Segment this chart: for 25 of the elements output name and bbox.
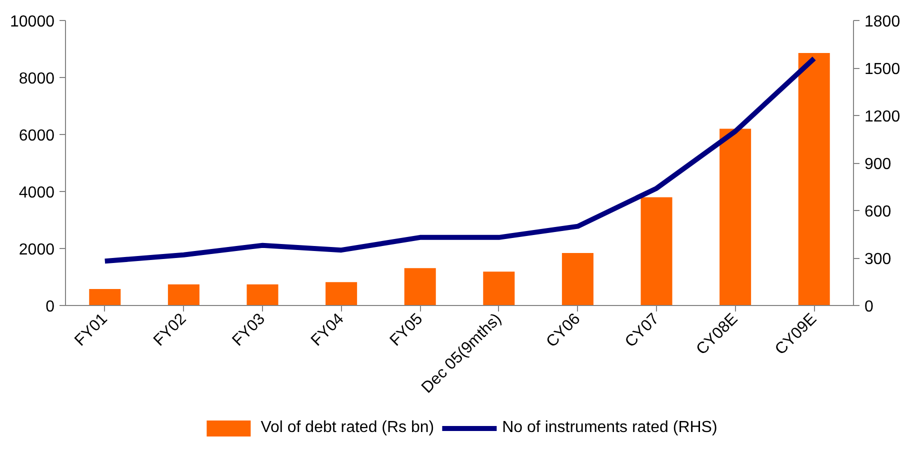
bar	[562, 253, 594, 306]
y2-tick-label: 1500	[864, 61, 900, 78]
y2-tick-label: 600	[864, 204, 892, 220]
y-tick-label: 10000	[10, 14, 55, 30]
y-tick-label: 6000	[18, 128, 55, 144]
y-tick-label: 4000	[18, 184, 55, 202]
bar	[798, 52, 830, 306]
bar	[720, 128, 752, 306]
bar	[404, 268, 436, 306]
y2-tick-label: 300	[864, 251, 892, 268]
y2-tick-label: 900	[864, 156, 892, 173]
bar	[640, 197, 672, 306]
y-tick-label: 2000	[18, 242, 55, 258]
bar	[246, 284, 278, 306]
y2-tick-label: 0	[864, 298, 874, 316]
y2-tick-label: 1800	[864, 14, 900, 30]
y-tick-label: 8000	[18, 70, 55, 88]
y2-tick-label: 1200	[864, 108, 900, 126]
legend-label: Vol of debt rated (Rs bn)	[260, 418, 434, 436]
legend-label: No of instruments rated (RHS)	[502, 418, 718, 436]
y-tick-label: 0	[46, 298, 55, 316]
bar	[168, 284, 200, 306]
bar	[483, 272, 515, 306]
bar	[326, 282, 358, 306]
bar	[89, 288, 121, 306]
